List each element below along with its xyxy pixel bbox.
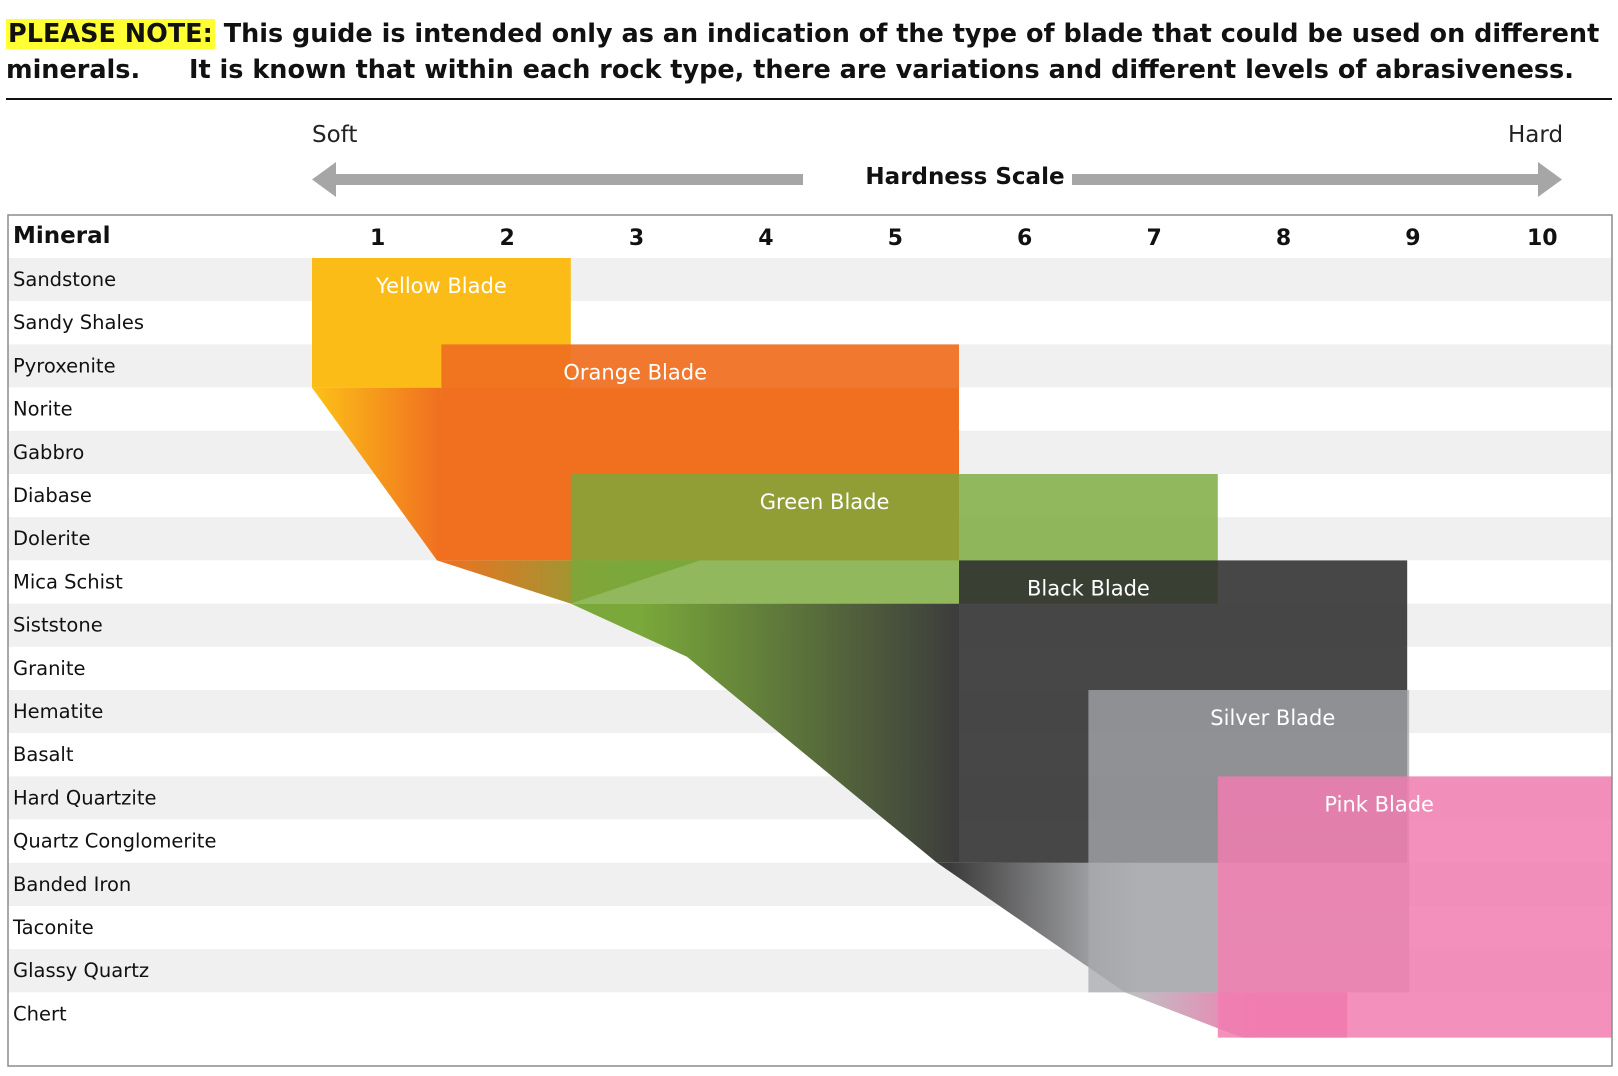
mineral-name: Norite	[13, 398, 73, 421]
hardness-tick-label: 2	[499, 226, 514, 251]
hardness-tick-label: 9	[1405, 226, 1420, 251]
orange-blade-label: Orange Blade	[563, 360, 707, 384]
mineral-name: Quartz Conglomerite	[13, 830, 216, 853]
header-divider	[6, 98, 1612, 100]
please-note-highlight: PLEASE NOTE:	[6, 19, 215, 49]
silver-blade-label: Silver Blade	[1210, 706, 1335, 730]
hardness-tick-label: 3	[629, 226, 644, 251]
yellow-orange-transition	[312, 387, 442, 561]
note-text-1: This guide is intended only as an indica…	[6, 19, 1600, 85]
mineral-name: Sandstone	[13, 268, 116, 291]
hard-label: Hard	[1508, 122, 1564, 148]
yellow-blade-label: Yellow Blade	[375, 274, 507, 298]
mineral-name: Dolerite	[13, 527, 90, 550]
soft-arrow-shaft	[328, 174, 803, 185]
mineral-name: Diabase	[13, 484, 92, 507]
hard-arrow-head	[1538, 162, 1562, 197]
hardness-tick-label: 5	[888, 226, 903, 251]
mineral-row-bg	[8, 258, 1612, 302]
mineral-name: Pyroxenite	[13, 354, 116, 377]
green-black-transition	[570, 603, 959, 863]
mineral-name: Gabbro	[13, 441, 84, 464]
pink-blade-label: Pink Blade	[1324, 792, 1434, 816]
mineral-name: Basalt	[13, 743, 74, 766]
hardness-tick-label: 6	[1017, 226, 1032, 251]
hardness-tick-label: 1	[370, 226, 385, 251]
mineral-name: Sandy Shales	[13, 311, 144, 334]
mineral-name: Hard Quartzite	[13, 786, 156, 809]
table-border	[7, 214, 1613, 1067]
mineral-name: Siststone	[13, 614, 103, 637]
note-text-2: It is known that within each rock type, …	[189, 55, 1574, 85]
hardness-tick-label: 8	[1276, 226, 1291, 251]
green-blade-label: Green Blade	[760, 490, 890, 514]
mineral-name: Banded Iron	[13, 873, 131, 896]
hard-arrow-shaft	[1072, 174, 1542, 185]
mineral-name: Hematite	[13, 700, 103, 723]
soft-arrow-head	[312, 162, 336, 197]
mineral-name: Glassy Quartz	[13, 959, 149, 982]
pink-blade-band	[1217, 776, 1612, 1038]
black-blade-label: Black Blade	[1027, 576, 1150, 600]
hardness-scale-title: Hardness Scale	[865, 164, 1065, 190]
soft-label: Soft	[312, 122, 358, 148]
mineral-name: Chert	[13, 1002, 67, 1025]
mineral-name: Granite	[13, 657, 86, 680]
mineral-row-bg	[8, 301, 1612, 345]
hardness-tick-label: 4	[758, 226, 773, 251]
mineral-name: Taconite	[12, 916, 94, 939]
mineral-column-header: Mineral	[13, 223, 111, 249]
hardness-tick-label: 7	[1146, 226, 1161, 251]
orange-blade-band	[441, 344, 959, 474]
mineral-name: Mica Schist	[13, 570, 123, 593]
hardness-tick-label: 10	[1527, 226, 1558, 251]
note-line-1: PLEASE NOTE: This guide is intended only…	[6, 16, 1618, 88]
